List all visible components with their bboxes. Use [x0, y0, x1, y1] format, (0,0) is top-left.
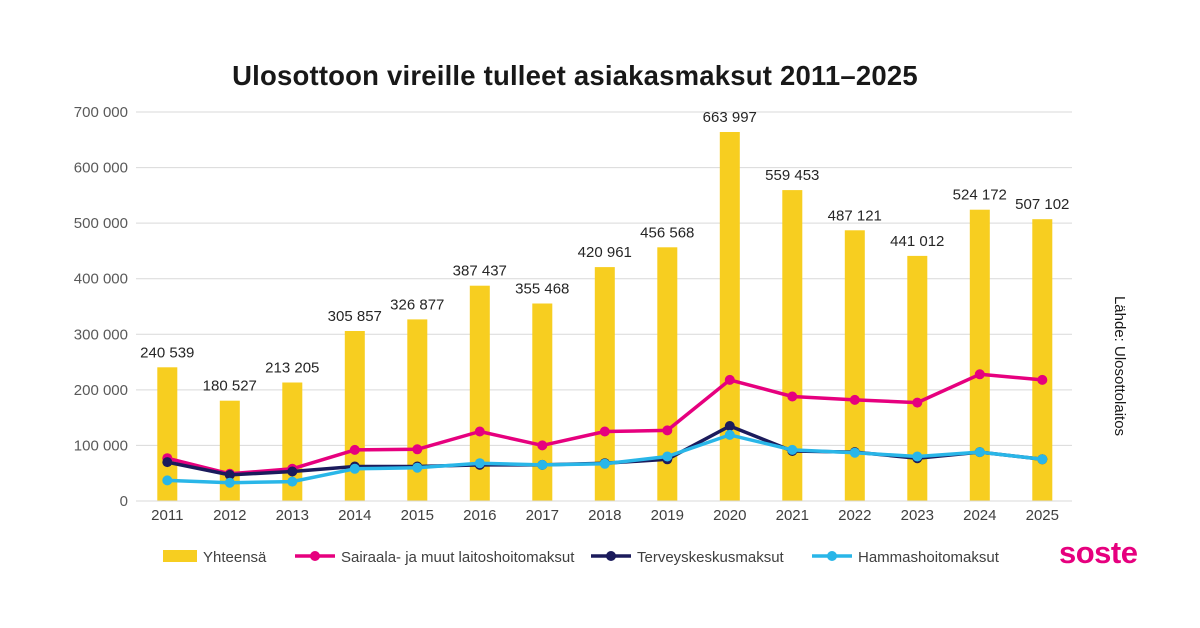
- svg-text:2020: 2020: [713, 507, 746, 524]
- svg-text:200 000: 200 000: [74, 382, 128, 399]
- svg-text:213 205: 213 205: [265, 360, 319, 377]
- svg-text:326 877: 326 877: [390, 296, 444, 313]
- svg-text:600 000: 600 000: [74, 160, 128, 177]
- svg-text:355 468: 355 468: [515, 281, 569, 298]
- svg-text:240 539: 240 539: [140, 344, 194, 361]
- svg-text:2014: 2014: [338, 507, 371, 524]
- svg-text:2018: 2018: [588, 507, 621, 524]
- svg-text:524 172: 524 172: [953, 187, 1007, 204]
- svg-text:500 000: 500 000: [74, 215, 128, 232]
- svg-text:2025: 2025: [1026, 507, 1059, 524]
- svg-text:559 453: 559 453: [765, 167, 819, 184]
- svg-text:2013: 2013: [276, 507, 309, 524]
- svg-text:2021: 2021: [776, 507, 809, 524]
- svg-text:420 961: 420 961: [578, 244, 632, 261]
- svg-text:507 102: 507 102: [1015, 196, 1069, 213]
- svg-text:100 000: 100 000: [74, 437, 128, 454]
- svg-text:387 437: 387 437: [453, 263, 507, 280]
- svg-text:2024: 2024: [963, 507, 996, 524]
- svg-text:2022: 2022: [838, 507, 871, 524]
- svg-text:305 857: 305 857: [328, 308, 382, 325]
- svg-text:180 527: 180 527: [203, 378, 257, 395]
- svg-text:300 000: 300 000: [74, 326, 128, 343]
- svg-text:2011: 2011: [151, 507, 183, 524]
- svg-text:400 000: 400 000: [74, 271, 128, 288]
- svg-text:456 568: 456 568: [640, 224, 694, 241]
- svg-text:2017: 2017: [526, 507, 559, 524]
- svg-text:487 121: 487 121: [828, 207, 882, 224]
- svg-text:441 012: 441 012: [890, 233, 944, 250]
- svg-text:2019: 2019: [651, 507, 684, 524]
- svg-text:0: 0: [120, 493, 128, 510]
- svg-text:2023: 2023: [901, 507, 934, 524]
- svg-text:663 997: 663 997: [703, 109, 757, 126]
- svg-text:2016: 2016: [463, 507, 496, 524]
- svg-text:2012: 2012: [213, 507, 246, 524]
- svg-text:2015: 2015: [401, 507, 434, 524]
- svg-text:700 000: 700 000: [74, 104, 128, 121]
